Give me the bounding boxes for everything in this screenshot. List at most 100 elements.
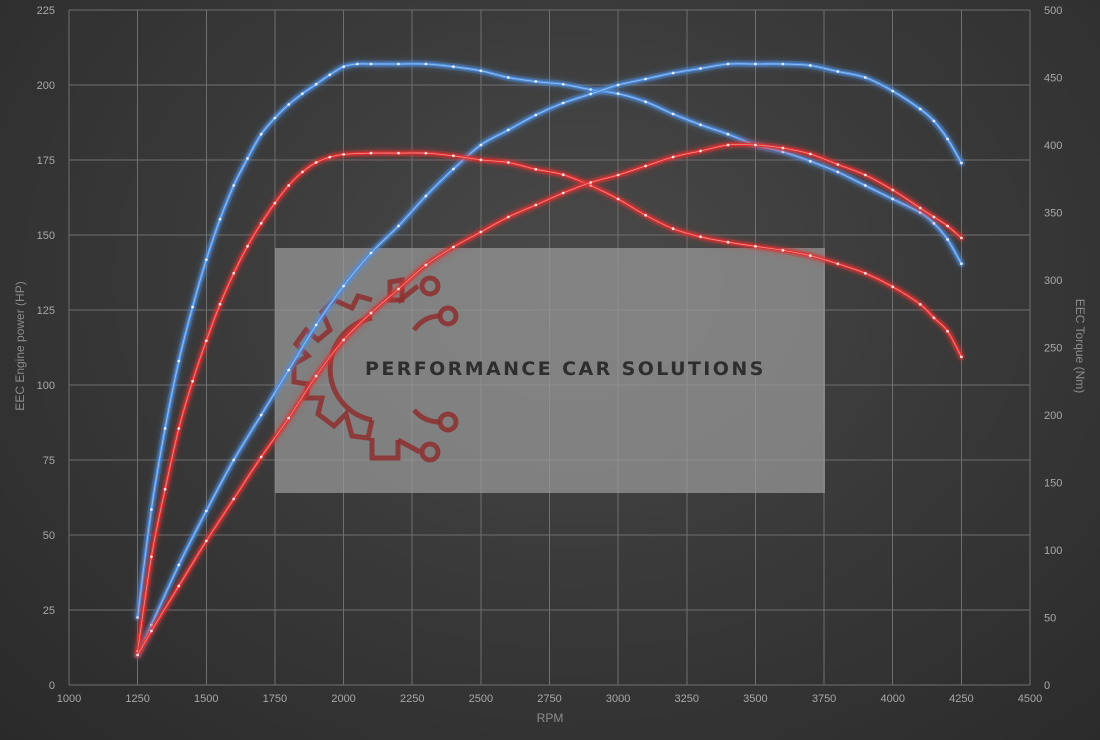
data-point — [561, 101, 565, 105]
data-point — [204, 539, 208, 543]
data-point — [946, 329, 949, 333]
data-point — [808, 254, 812, 258]
data-point — [534, 203, 538, 207]
data-point — [273, 201, 277, 205]
data-point — [671, 155, 675, 159]
data-point — [287, 368, 291, 372]
x-tick-label: 4000 — [880, 693, 904, 705]
x-tick-label: 2750 — [537, 693, 561, 705]
data-point — [397, 62, 400, 66]
data-point — [452, 167, 455, 171]
x-tick-label: 3750 — [812, 693, 836, 705]
data-point — [960, 161, 963, 165]
series-highlight — [137, 152, 962, 652]
data-point — [836, 262, 840, 266]
x-tick-label: 3250 — [675, 693, 699, 705]
data-point — [671, 112, 675, 116]
data-point — [150, 508, 153, 511]
data-point — [932, 316, 936, 320]
data-point — [863, 173, 867, 177]
data-point — [946, 137, 949, 141]
data-point — [863, 76, 867, 79]
data-point — [699, 149, 702, 153]
data-point — [232, 497, 236, 501]
data-point — [232, 184, 236, 187]
y-right-tick-label: 400 — [1044, 140, 1062, 152]
data-point — [136, 616, 140, 619]
data-point — [506, 161, 510, 164]
data-point — [287, 416, 291, 420]
data-point — [355, 62, 359, 66]
data-point — [273, 116, 277, 120]
data-point — [506, 76, 510, 79]
data-point — [616, 83, 620, 87]
data-point — [726, 240, 730, 244]
data-point — [301, 170, 304, 174]
series-right-2 — [134, 149, 965, 655]
y-left-tick-label: 175 — [37, 155, 55, 167]
series-left-3 — [134, 140, 965, 659]
x-tick-label: 1000 — [57, 693, 81, 705]
data-point — [808, 159, 812, 163]
data-point — [932, 221, 936, 225]
data-point — [918, 206, 922, 210]
data-point — [891, 188, 895, 192]
data-point — [699, 67, 702, 70]
data-point — [561, 173, 565, 177]
y-right-tick-label: 200 — [1044, 410, 1062, 422]
series-left-1 — [134, 60, 965, 659]
data-point — [863, 271, 867, 275]
data-point — [960, 355, 963, 359]
data-point — [232, 458, 236, 462]
data-point — [534, 80, 538, 83]
y-right-tick-label: 250 — [1044, 343, 1062, 355]
series-highlight — [137, 63, 962, 618]
data-point — [932, 215, 936, 219]
data-point — [534, 167, 538, 171]
data-point — [836, 170, 840, 174]
x-tick-label: 2500 — [469, 693, 493, 705]
data-point — [314, 82, 318, 86]
data-point — [204, 258, 208, 262]
data-point — [452, 245, 455, 249]
data-point — [932, 119, 936, 123]
data-point — [301, 92, 304, 96]
x-tick-label: 4250 — [949, 693, 973, 705]
y-left-tick-label: 50 — [43, 530, 55, 542]
data-point — [726, 132, 730, 136]
y-right-tick-label: 350 — [1044, 208, 1062, 220]
data-point — [232, 271, 236, 275]
data-point — [177, 584, 181, 588]
data-point — [259, 221, 263, 225]
data-point — [946, 224, 949, 228]
data-point — [754, 62, 757, 66]
y-left-tick-label: 75 — [43, 455, 55, 467]
data-point — [259, 455, 263, 459]
data-point — [328, 73, 332, 77]
data-point — [960, 262, 963, 266]
y-right-tick-labels: 0 50 100 150 200 250 300 350 400 450 500 — [1044, 5, 1062, 692]
data-point — [314, 374, 318, 378]
data-point — [644, 100, 647, 104]
x-tick-label: 2250 — [400, 693, 424, 705]
data-point — [479, 69, 483, 73]
data-point — [616, 173, 620, 177]
data-point — [191, 379, 195, 383]
data-point — [918, 302, 922, 306]
data-point — [314, 161, 318, 164]
data-point — [369, 151, 373, 155]
data-point — [616, 197, 620, 201]
y-right-tick-label: 0 — [1044, 680, 1050, 692]
y-left-tick-label: 0 — [49, 680, 55, 692]
data-point — [808, 64, 812, 67]
data-point — [644, 213, 647, 217]
x-tick-labels: 1000 1250 1500 1750 2000 2250 2500 2750 3000 3250… — [57, 693, 1042, 705]
data-point — [342, 338, 345, 342]
data-point — [342, 284, 345, 288]
y-left-tick-label: 225 — [37, 5, 55, 17]
y-left-tick-label: 25 — [43, 605, 55, 617]
x-tick-label: 3000 — [606, 693, 630, 705]
data-point — [506, 215, 510, 219]
data-point — [328, 155, 332, 159]
